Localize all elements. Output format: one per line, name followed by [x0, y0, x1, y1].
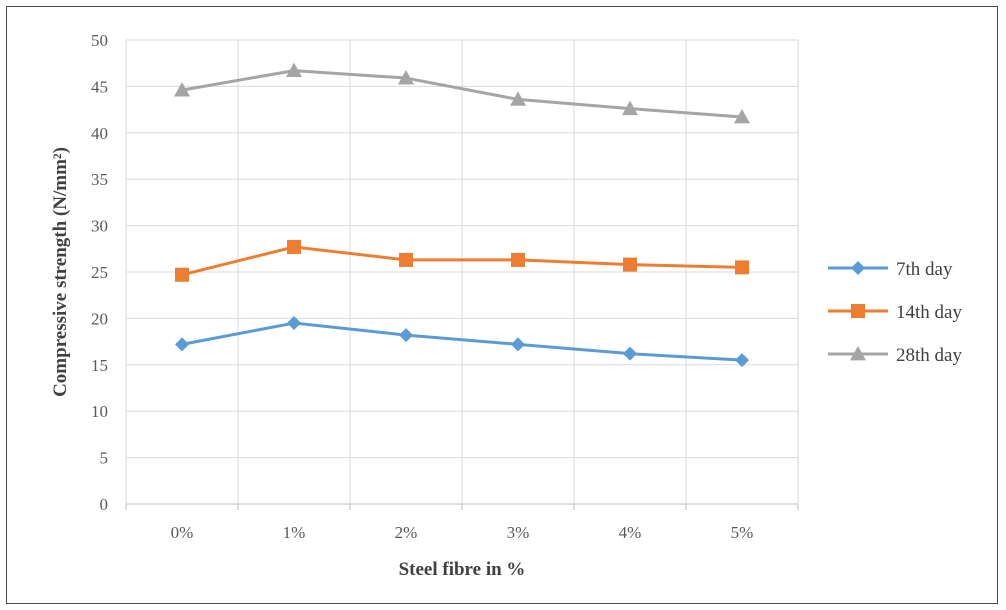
- y-tick-label: 0: [100, 495, 109, 514]
- data-point: [623, 257, 637, 272]
- x-axis-ticks: 0% 1% 2% 3% 4% 5%: [171, 523, 754, 542]
- y-tick-label: 5: [100, 449, 109, 468]
- data-point: [175, 267, 189, 282]
- data-point: [734, 109, 750, 124]
- gridlines: [125, 39, 799, 510]
- series-14th-day: [175, 239, 749, 282]
- x-tick-label: 5%: [731, 523, 754, 542]
- y-tick-label: 10: [91, 402, 108, 421]
- data-point: [175, 337, 189, 352]
- data-point: [174, 82, 190, 97]
- y-tick-label: 40: [91, 124, 108, 143]
- data-point: [398, 70, 414, 85]
- y-axis-label: Compressive strength (N/mm²): [50, 147, 71, 397]
- data-point: [735, 260, 749, 275]
- y-tick-label: 35: [91, 170, 108, 189]
- data-point: [623, 346, 637, 361]
- y-tick-label: 20: [91, 309, 108, 328]
- y-tick-label: 45: [91, 77, 108, 96]
- x-tick-label: 2%: [395, 523, 418, 542]
- y-tick-label: 30: [91, 217, 108, 236]
- legend-item: 7th day: [828, 259, 953, 280]
- legend-label: 28th day: [896, 345, 962, 366]
- data-point: [735, 353, 749, 368]
- y-tick-label: 25: [91, 263, 108, 282]
- legend-label: 14th day: [896, 302, 962, 323]
- series-line: [181, 321, 743, 362]
- data-point: [399, 252, 413, 267]
- x-tick-label: 4%: [619, 523, 642, 542]
- series-line: [181, 245, 743, 277]
- series-group: [174, 62, 750, 368]
- data-point: [286, 62, 302, 78]
- y-tick-label: 50: [91, 31, 108, 50]
- data-point: [851, 261, 865, 275]
- series-28th-day: [174, 62, 750, 124]
- data-point: [287, 239, 301, 254]
- x-tick-label: 0%: [171, 523, 194, 542]
- data-point: [399, 328, 413, 343]
- data-point: [851, 304, 865, 318]
- y-tick-label: 15: [91, 356, 108, 375]
- x-axis-label: Steel fibre in %: [399, 559, 526, 580]
- x-tick-label: 1%: [283, 523, 306, 542]
- series-7th-day: [175, 316, 749, 368]
- x-tick-label: 3%: [507, 523, 530, 542]
- data-point: [511, 252, 525, 267]
- legend-item: 14th day: [828, 302, 962, 323]
- data-point: [622, 100, 638, 116]
- legend-item: 28th day: [828, 345, 962, 366]
- legend: 7th day 14th day 28th day: [828, 259, 962, 366]
- y-axis-ticks: 0 5 10 15 20 25 30 35 40 45 50: [91, 31, 108, 514]
- data-point: [287, 316, 301, 331]
- data-point: [511, 337, 525, 352]
- legend-label: 7th day: [896, 259, 953, 280]
- data-point: [850, 346, 866, 361]
- series-line: [181, 69, 743, 119]
- data-point: [510, 91, 526, 106]
